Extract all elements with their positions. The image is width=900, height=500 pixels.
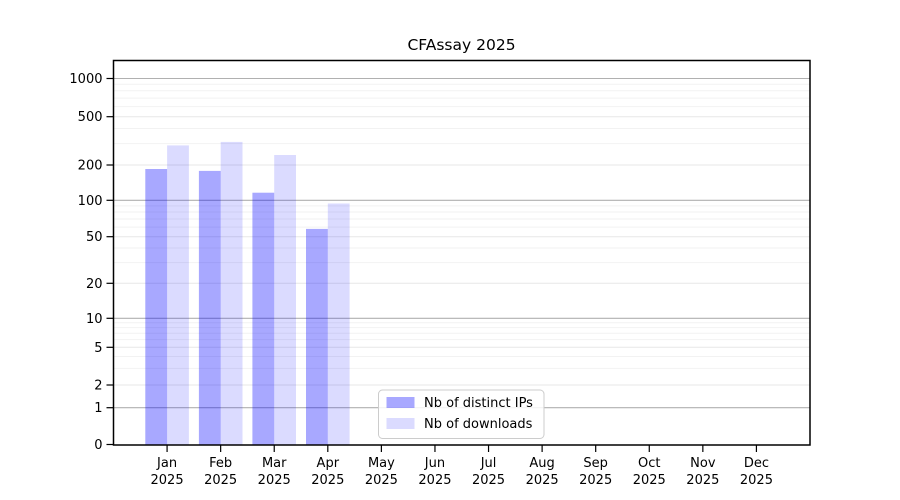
y-tick-label: 1 bbox=[94, 401, 102, 416]
bar-distinct-ips bbox=[252, 192, 275, 445]
bar-distinct-ips bbox=[145, 169, 168, 445]
y-tick-label: 10 bbox=[86, 312, 103, 327]
x-tick-label: Feb 2025 bbox=[204, 456, 237, 488]
bar-downloads bbox=[220, 141, 243, 445]
x-tick-label: Mar 2025 bbox=[258, 456, 291, 488]
x-tick-label: Nov 2025 bbox=[686, 456, 719, 488]
legend-swatch bbox=[386, 397, 415, 408]
y-tick-label: 50 bbox=[86, 230, 103, 245]
y-tick-label: 100 bbox=[78, 194, 103, 209]
x-tick-label: Jan 2025 bbox=[151, 456, 184, 488]
x-tick-label: Oct 2025 bbox=[633, 456, 666, 488]
bar-downloads bbox=[274, 155, 296, 445]
y-tick-label: 1000 bbox=[69, 72, 102, 87]
x-tick-label: Jul 2025 bbox=[472, 456, 505, 488]
y-tick-label: 500 bbox=[78, 110, 103, 125]
y-tick-label: 0 bbox=[94, 438, 102, 453]
x-tick-label: Sep 2025 bbox=[579, 456, 612, 488]
y-tick-label: 5 bbox=[94, 341, 102, 356]
legend-swatch bbox=[386, 418, 415, 429]
plot-border bbox=[112, 59, 811, 446]
y-tick-label: 2 bbox=[94, 379, 102, 394]
bar-downloads bbox=[167, 145, 189, 445]
x-tick-label: Aug 2025 bbox=[526, 456, 559, 488]
bar-downloads bbox=[327, 203, 350, 445]
bar-distinct-ips bbox=[198, 170, 221, 445]
legend-label: Nb of distinct IPs bbox=[424, 396, 533, 411]
legend-label: Nb of downloads bbox=[424, 417, 533, 432]
x-tick-label: Jun 2025 bbox=[418, 456, 451, 488]
chart-title: CFAssay 2025 bbox=[407, 36, 516, 54]
x-tick-label: Dec 2025 bbox=[740, 456, 773, 488]
y-tick-label: 20 bbox=[86, 277, 103, 292]
y-tick-label: 200 bbox=[78, 159, 103, 174]
x-tick-label: Apr 2025 bbox=[311, 456, 344, 488]
legend-box bbox=[378, 389, 545, 439]
bar-distinct-ips bbox=[306, 228, 328, 445]
x-tick-label: May 2025 bbox=[365, 456, 398, 488]
